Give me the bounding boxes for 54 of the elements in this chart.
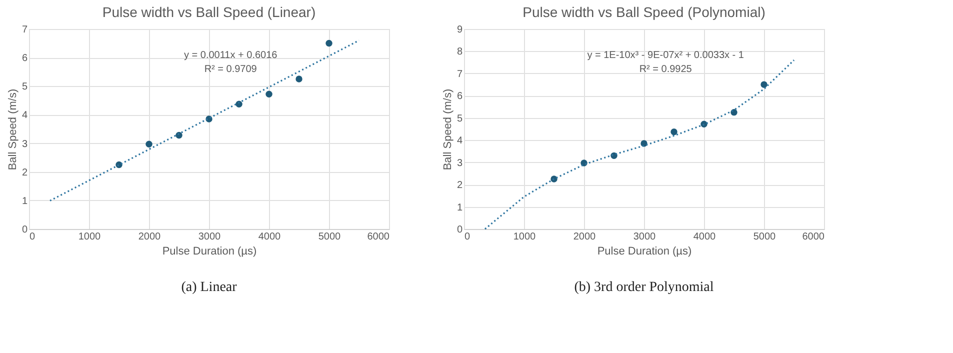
annotation: R² = 0.9709 xyxy=(204,64,258,75)
y-axis-title: Ball Speed (m/s) xyxy=(442,88,454,170)
y-axis-title: Ball Speed (m/s) xyxy=(6,88,19,170)
point xyxy=(146,140,152,148)
x-tick-label: 6000 xyxy=(367,232,390,242)
y-tick-label: 5 xyxy=(456,113,463,124)
x-tick-label: 0 xyxy=(464,232,470,242)
x-tick-label: 0 xyxy=(30,232,36,242)
x-tick-label: 6000 xyxy=(802,232,825,242)
y-tick-label: 0 xyxy=(456,224,463,236)
x-tick-label: 2000 xyxy=(138,232,162,242)
x-axis-title: Pulse Duration (µs) xyxy=(162,246,257,258)
text: (b) 3rd order Polynomial xyxy=(574,280,714,295)
annotation: y = 0.0011x + 0.6016 xyxy=(184,50,278,61)
x-tick-label: 3000 xyxy=(633,232,656,242)
y-tick-label: 5 xyxy=(22,82,28,93)
y-tick-label: 3 xyxy=(456,158,463,169)
y-tick-label: 2 xyxy=(22,167,28,178)
chart-title: Pulse width vs Ball Speed (Polynomial) xyxy=(522,4,766,20)
point xyxy=(670,128,678,136)
x-tick-label: 2000 xyxy=(573,232,596,242)
x-tick-label: 4000 xyxy=(693,232,716,242)
text: (a) Linear xyxy=(181,280,238,295)
point xyxy=(266,90,272,98)
x-tick-label: 1000 xyxy=(78,232,102,242)
y-tick-label: 6 xyxy=(22,53,28,64)
annotation: y = 1E-10x³ - 9E-07x² + 0.0033x - 1 xyxy=(587,50,744,61)
point xyxy=(296,76,302,82)
y-tick-label: 2 xyxy=(456,180,463,192)
x-tick-label: 5000 xyxy=(318,232,342,242)
y-tick-label: 0 xyxy=(22,224,28,236)
point xyxy=(326,40,332,47)
y-tick-label: 3 xyxy=(22,138,28,150)
y-tick-label: 4 xyxy=(22,110,28,122)
point xyxy=(176,132,182,139)
x-axis-title: Pulse Duration (µs) xyxy=(597,246,692,258)
chart-title: Pulse width vs Ball Speed (Linear) xyxy=(102,4,316,20)
point xyxy=(760,81,768,88)
y-tick-label: 7 xyxy=(22,24,28,36)
y-tick-label: 8 xyxy=(456,46,463,58)
x-tick-label: 1000 xyxy=(513,232,536,242)
y-tick-label: 7 xyxy=(456,68,463,80)
point xyxy=(236,100,242,108)
y-tick-label: 6 xyxy=(456,91,463,102)
x-tick-label: 4000 xyxy=(258,232,282,242)
x-tick-label: 5000 xyxy=(753,232,776,242)
line-series xyxy=(484,59,795,230)
y-tick-label: 1 xyxy=(22,196,28,207)
point xyxy=(730,108,738,116)
y-tick-label: 4 xyxy=(456,136,463,147)
y-tick-label: 9 xyxy=(456,24,463,36)
x-tick-label: 3000 xyxy=(198,232,222,242)
annotation: R² = 0.9925 xyxy=(639,64,692,75)
y-tick-label: 1 xyxy=(456,202,463,214)
